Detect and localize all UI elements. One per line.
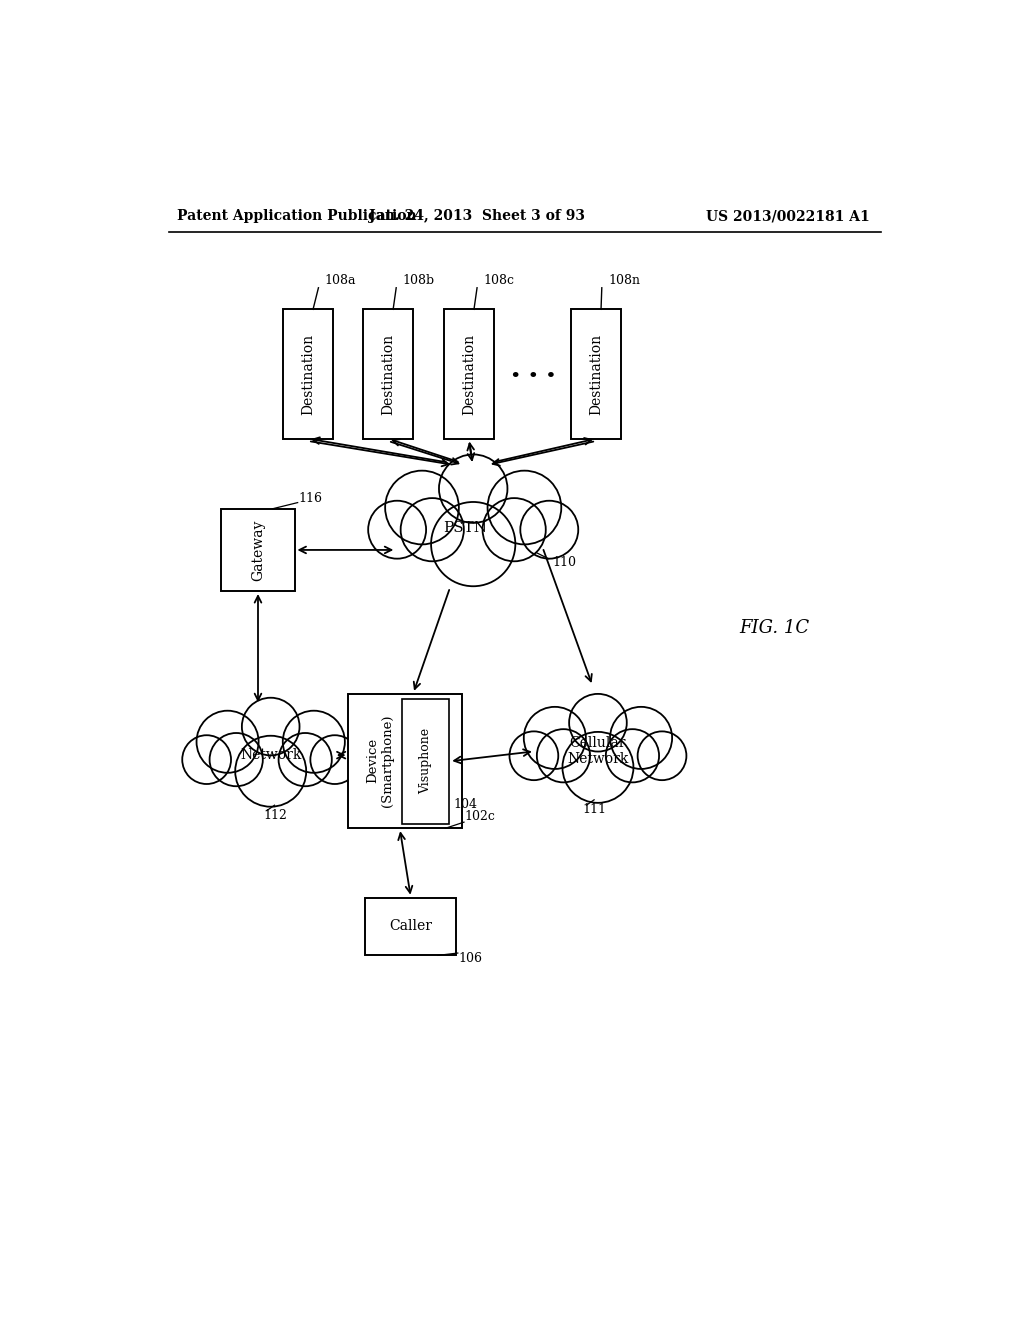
Circle shape — [520, 500, 579, 558]
Text: 104: 104 — [454, 797, 477, 810]
Text: 108c: 108c — [483, 273, 514, 286]
Text: • • •: • • • — [510, 368, 557, 385]
Bar — [366, 898, 457, 956]
Bar — [401, 700, 450, 824]
Circle shape — [510, 731, 558, 780]
Text: Cellular
Network: Cellular Network — [567, 737, 629, 767]
Circle shape — [524, 706, 586, 770]
Text: Caller: Caller — [389, 920, 432, 933]
Text: 111: 111 — [583, 803, 606, 816]
Text: Destination: Destination — [381, 334, 395, 414]
Circle shape — [537, 729, 590, 783]
Text: FIG. 1C: FIG. 1C — [739, 619, 809, 638]
Circle shape — [369, 500, 426, 558]
Circle shape — [279, 733, 332, 787]
Text: 116: 116 — [298, 492, 323, 506]
Bar — [348, 693, 463, 829]
Circle shape — [310, 735, 359, 784]
Circle shape — [242, 698, 300, 755]
Text: 102c: 102c — [465, 810, 496, 824]
Circle shape — [482, 498, 546, 561]
Circle shape — [283, 710, 345, 772]
Text: Visuphone: Visuphone — [419, 729, 432, 795]
Circle shape — [610, 706, 672, 770]
Bar — [283, 309, 333, 438]
Text: US 2013/0022181 A1: US 2013/0022181 A1 — [706, 209, 869, 223]
Text: 108b: 108b — [402, 273, 434, 286]
Text: Gateway: Gateway — [251, 519, 265, 581]
Text: Destination: Destination — [462, 334, 476, 414]
Bar — [364, 309, 413, 438]
Bar — [571, 309, 621, 438]
Bar — [444, 309, 494, 438]
Text: Network: Network — [240, 748, 301, 762]
Circle shape — [236, 735, 306, 807]
Text: Destination: Destination — [301, 334, 315, 414]
Text: 108a: 108a — [325, 273, 356, 286]
Circle shape — [210, 733, 263, 787]
Text: Destination: Destination — [589, 334, 603, 414]
Circle shape — [569, 694, 627, 751]
Bar — [221, 508, 295, 591]
Circle shape — [439, 454, 508, 523]
Circle shape — [182, 735, 231, 784]
Text: 112: 112 — [263, 809, 287, 822]
Text: Device
(Smartphone): Device (Smartphone) — [367, 714, 394, 807]
Circle shape — [197, 710, 259, 772]
Text: Jan. 24, 2013  Sheet 3 of 93: Jan. 24, 2013 Sheet 3 of 93 — [369, 209, 585, 223]
Circle shape — [400, 498, 464, 561]
Text: 110: 110 — [553, 556, 577, 569]
Text: 108n: 108n — [608, 273, 640, 286]
Circle shape — [487, 471, 561, 544]
Text: Patent Application Publication: Patent Application Publication — [177, 209, 417, 223]
Circle shape — [385, 471, 459, 544]
Circle shape — [638, 731, 686, 780]
Text: 106: 106 — [459, 952, 482, 965]
Circle shape — [606, 729, 659, 783]
Text: PSTN: PSTN — [443, 521, 487, 535]
Circle shape — [431, 502, 515, 586]
Circle shape — [562, 731, 634, 803]
